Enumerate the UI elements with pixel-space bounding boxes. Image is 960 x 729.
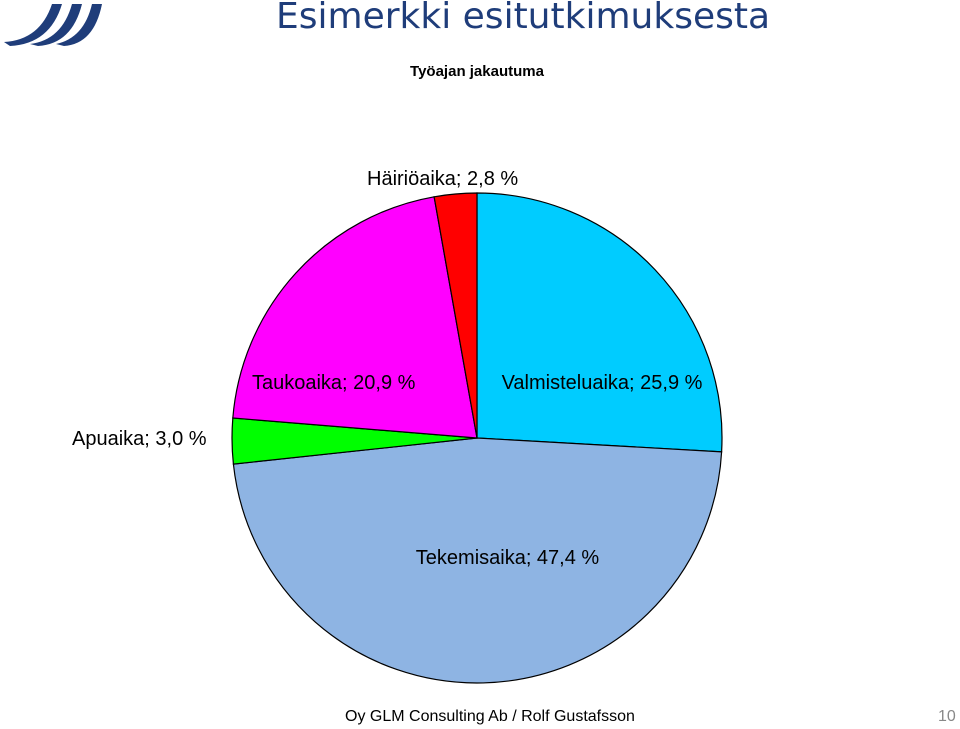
pie-slice	[232, 437, 723, 684]
pie-slice	[433, 192, 478, 439]
logo	[4, 4, 102, 46]
data-label: Tekemisaika; 47,4 %	[415, 547, 600, 569]
data-label: Valmisteluaika; 25,9 %	[501, 372, 703, 394]
slide-title: Esimerkki esitutkimuksesta	[276, 0, 771, 37]
pie-slice	[476, 192, 723, 453]
chart-title: Työajan jakautuma	[410, 63, 544, 80]
data-label: Häiriöaika; 2,8 %	[367, 168, 519, 190]
pie-slice	[232, 196, 478, 439]
data-label: Apuaika; 3,0 %	[72, 428, 207, 450]
page-number: 10	[938, 708, 956, 725]
data-label: Taukoaika; 20,9 %	[252, 372, 416, 394]
footer-text: Oy GLM Consulting Ab / Rolf Gustafsson	[345, 708, 635, 725]
